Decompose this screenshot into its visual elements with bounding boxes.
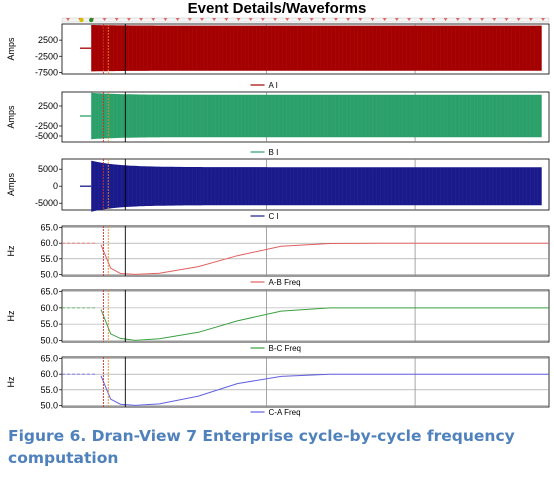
y-tick-label: 60.0	[40, 369, 58, 379]
event-marker	[370, 18, 375, 21]
y-tick-label: 2500	[38, 101, 58, 111]
event-marker	[443, 18, 448, 21]
event-marker	[431, 18, 436, 21]
waveform-envelope	[91, 160, 542, 212]
plot-frame	[61, 289, 550, 343]
figure-caption: Figure 6. Dran-View 7 Enterprise cycle-b…	[8, 425, 548, 469]
y-tick-label: -2500	[35, 51, 58, 61]
event-marker	[480, 18, 485, 21]
y-tick-label: 2500	[38, 35, 58, 45]
y-tick-label: -5000	[35, 131, 58, 141]
y-tick-label: 50.0	[40, 400, 58, 410]
legend-label: B-C Freq	[269, 344, 301, 353]
y-tick-label: 0	[53, 181, 58, 191]
event-marker	[126, 18, 131, 21]
waveform-envelope	[91, 92, 542, 140]
event-marker	[236, 18, 241, 21]
y-tick-label: 55.0	[40, 319, 58, 329]
event-marker	[504, 18, 509, 21]
y-tick-label: 55.0	[40, 385, 58, 395]
y-axis-label: Hz	[6, 376, 16, 387]
frequency-line	[100, 373, 549, 406]
event-marker	[516, 18, 521, 21]
event-marker	[199, 18, 204, 21]
event-marker	[102, 18, 107, 21]
event-marker	[212, 18, 217, 21]
trigger-marker	[79, 17, 84, 23]
event-marker	[419, 18, 424, 21]
event-marker	[224, 18, 229, 21]
event-marker	[528, 18, 533, 21]
event-marker	[467, 18, 472, 21]
y-tick-label: 50.0	[40, 269, 58, 279]
y-tick-label: 65.0	[40, 223, 58, 233]
event-marker	[248, 18, 253, 21]
trigger-marker	[89, 17, 94, 23]
y-axis-label: Hz	[6, 310, 16, 321]
y-tick-label: -7500	[35, 67, 58, 77]
event-marker	[346, 18, 351, 21]
y-tick-label: 5000	[38, 164, 58, 174]
event-marker	[333, 18, 338, 21]
frequency-line	[100, 307, 549, 341]
event-marker	[114, 18, 119, 21]
event-marker	[66, 18, 70, 21]
event-marker	[273, 18, 278, 21]
event-marker	[139, 18, 144, 21]
event-marker-strip	[61, 17, 550, 23]
legend-label: A-B Freq	[269, 278, 301, 287]
y-tick-label: 65.0	[40, 354, 58, 364]
event-marker	[455, 18, 460, 21]
y-axis-label: Amps	[6, 37, 16, 61]
legend-label: C-A Freq	[269, 408, 301, 417]
event-marker	[492, 18, 497, 21]
plot-frame	[61, 356, 550, 408]
y-tick-label: 60.0	[40, 238, 58, 248]
event-marker	[394, 18, 399, 21]
y-axis-label: Amps	[6, 105, 16, 129]
event-marker	[163, 18, 168, 21]
y-tick-label: 55.0	[40, 254, 58, 264]
event-marker	[260, 18, 265, 21]
event-marker	[321, 18, 326, 21]
event-marker	[285, 18, 290, 21]
y-tick-label: -5000	[35, 198, 58, 208]
caption-text: Dran-View 7 Enterprise cycle-by-cycle fr…	[8, 427, 515, 467]
event-marker	[309, 18, 314, 21]
legend-label: B I	[269, 148, 279, 157]
y-tick-label: -2500	[35, 121, 58, 131]
event-marker	[175, 18, 180, 21]
y-axis-label: Amps	[6, 173, 16, 197]
event-marker	[187, 18, 192, 21]
plot-frame	[61, 225, 550, 277]
event-marker	[358, 18, 363, 21]
y-tick-label: 65.0	[40, 287, 58, 297]
y-tick-label: 50.0	[40, 335, 58, 345]
event-marker	[297, 18, 302, 21]
caption-label: Figure 6.	[8, 427, 87, 445]
y-tick-label: 60.0	[40, 303, 58, 313]
legend-label: A I	[269, 81, 278, 90]
y-axis-label: Hz	[6, 245, 16, 256]
event-marker	[407, 18, 412, 21]
event-marker	[541, 18, 545, 21]
frequency-line	[100, 242, 549, 275]
chart-title: Event Details/Waveforms	[187, 0, 367, 17]
legend-label: C I	[269, 212, 279, 221]
event-marker	[151, 18, 156, 21]
waveform-envelope	[91, 25, 542, 72]
event-marker	[382, 18, 387, 21]
